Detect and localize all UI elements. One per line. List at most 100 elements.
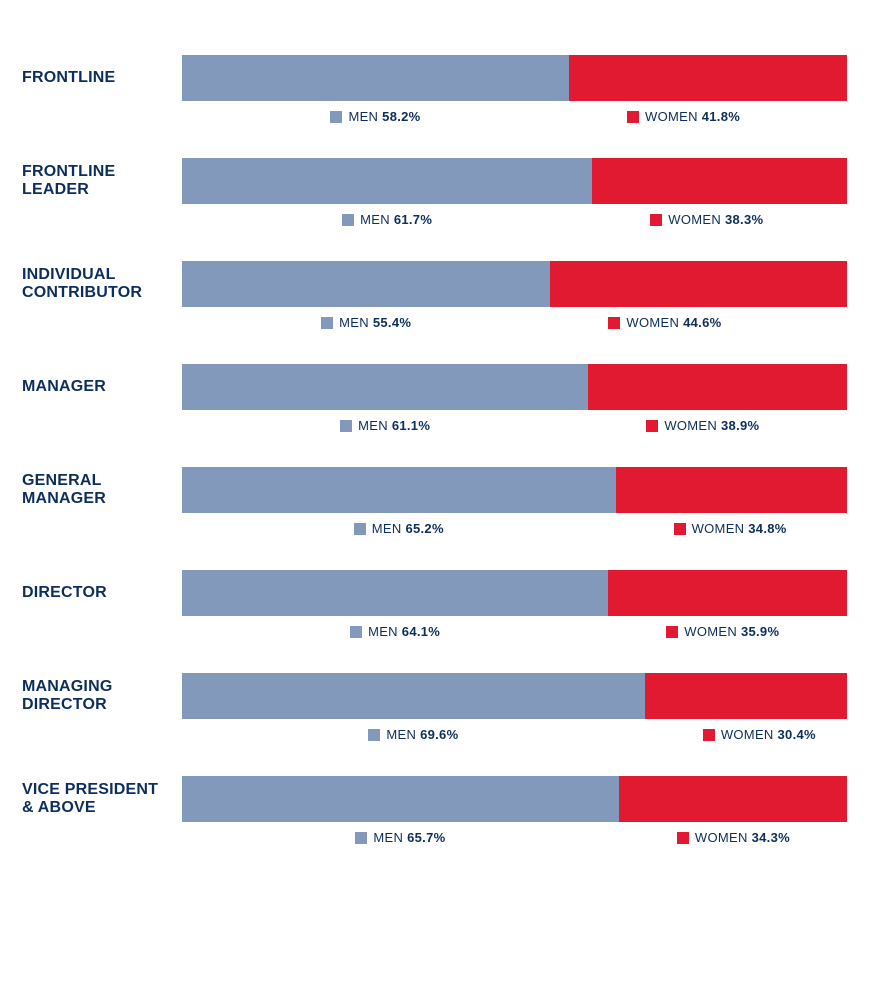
swatch-men-icon [321, 317, 333, 329]
legend-women-text: WOMEN 35.9% [684, 624, 779, 639]
legend-women: WOMEN 34.3% [619, 830, 847, 845]
bar-segment-men [182, 570, 608, 616]
legend-men-text: MEN 65.2% [372, 521, 444, 536]
row-label: GENERAL MANAGER [22, 472, 182, 507]
legend-men-text: MEN 58.2% [348, 109, 420, 124]
bar-segment-men [182, 776, 619, 822]
legend-men: MEN 55.4% [182, 315, 550, 330]
legend-men-label: MEN [360, 212, 390, 227]
bar-segment-women [550, 261, 847, 307]
legend-women-value: 34.8% [748, 521, 786, 536]
legend-men-text: MEN 64.1% [368, 624, 440, 639]
stacked-bar [182, 364, 847, 410]
row-legend: MEN 61.7% WOMEN 38.3% [182, 212, 847, 227]
legend-men: MEN 69.6% [182, 727, 645, 742]
chart-row: MANAGING DIRECTORMEN 69.6%WOMEN 30.4% [22, 673, 847, 742]
legend-women-label: WOMEN [664, 418, 717, 433]
legend-women-value: 35.9% [741, 624, 779, 639]
legend-women: WOMEN 44.6% [550, 315, 847, 330]
row-legend: MEN 64.1% WOMEN 35.9% [182, 624, 847, 639]
legend-women-value: 44.6% [683, 315, 721, 330]
legend-women-value: 38.9% [721, 418, 759, 433]
gender-distribution-chart: FRONTLINE MEN 58.2% WOMEN 41.8% FRONTLINE L… [22, 55, 847, 845]
row-legend: MEN 58.2% WOMEN 41.8% [182, 109, 847, 124]
legend-men-value: 65.2% [405, 521, 443, 536]
row-legend: MEN 69.6%WOMEN 30.4% [182, 727, 847, 742]
bar-segment-women [608, 570, 847, 616]
legend-women-text: WOMEN 34.3% [695, 830, 790, 845]
legend-women-value: 30.4% [778, 727, 816, 742]
legend-women-text: WOMEN 44.6% [626, 315, 721, 330]
legend-women: WOMEN 38.9% [588, 418, 847, 433]
legend-men-text: MEN 61.7% [360, 212, 432, 227]
legend-women-label: WOMEN [626, 315, 679, 330]
swatch-men-icon [342, 214, 354, 226]
legend-men-label: MEN [339, 315, 369, 330]
legend-women-text: WOMEN 38.9% [664, 418, 759, 433]
swatch-women-icon [666, 626, 678, 638]
legend-men: MEN 61.1% [182, 418, 588, 433]
bar-segment-women [616, 467, 847, 513]
legend-women-label: WOMEN [721, 727, 774, 742]
legend-men: MEN 64.1% [182, 624, 608, 639]
swatch-men-icon [354, 523, 366, 535]
legend-men-text: MEN 65.7% [373, 830, 445, 845]
chart-row: DIRECTOR MEN 64.1% WOMEN 35.9% [22, 570, 847, 639]
legend-men: MEN 65.2% [182, 521, 616, 536]
swatch-men-icon [355, 832, 367, 844]
legend-men: MEN 58.2% [182, 109, 569, 124]
stacked-bar [182, 261, 847, 307]
legend-women: WOMEN 30.4% [645, 727, 847, 742]
bar-segment-men [182, 364, 588, 410]
row-label: MANAGING DIRECTOR [22, 678, 182, 713]
row-label: INDIVIDUAL CONTRIBUTOR [22, 266, 182, 301]
legend-women: WOMEN 35.9% [608, 624, 847, 639]
row-legend: MEN 55.4% WOMEN 44.6% [182, 315, 847, 330]
row-label: MANAGER [22, 378, 182, 396]
swatch-women-icon [608, 317, 620, 329]
legend-men-value: 65.7% [407, 830, 445, 845]
swatch-women-icon [703, 729, 715, 741]
chart-row: FRONTLINE MEN 58.2% WOMEN 41.8% [22, 55, 847, 124]
bar-segment-women [569, 55, 847, 101]
swatch-men-icon [340, 420, 352, 432]
chart-row: FRONTLINE LEADER MEN 61.7% WOMEN 38.3% [22, 158, 847, 227]
chart-row: GENERAL MANAGER MEN 65.2% WOMEN 34.8% [22, 467, 847, 536]
legend-women: WOMEN 38.3% [592, 212, 847, 227]
stacked-bar [182, 673, 847, 719]
legend-women-text: WOMEN 34.8% [692, 521, 787, 536]
legend-men-text: MEN 61.1% [358, 418, 430, 433]
legend-women-label: WOMEN [668, 212, 721, 227]
swatch-men-icon [350, 626, 362, 638]
legend-men-value: 61.7% [394, 212, 432, 227]
bar-segment-men [182, 158, 592, 204]
legend-men-value: 55.4% [373, 315, 411, 330]
chart-row: VICE PRESIDENT & ABOVE MEN 65.7% WOMEN 34.… [22, 776, 847, 845]
stacked-bar [182, 570, 847, 616]
row-label: FRONTLINE LEADER [22, 163, 182, 198]
legend-men-value: 64.1% [402, 624, 440, 639]
row-legend: MEN 65.2% WOMEN 34.8% [182, 521, 847, 536]
stacked-bar [182, 55, 847, 101]
chart-row: MANAGER MEN 61.1% WOMEN 38.9% [22, 364, 847, 433]
legend-women-label: WOMEN [645, 109, 698, 124]
stacked-bar [182, 776, 847, 822]
bar-segment-women [592, 158, 847, 204]
row-label: DIRECTOR [22, 584, 182, 602]
legend-men-label: MEN [372, 521, 402, 536]
legend-men-label: MEN [358, 418, 388, 433]
chart-row: INDIVIDUAL CONTRIBUTOR MEN 55.4% WOMEN 44.… [22, 261, 847, 330]
row-label: VICE PRESIDENT & ABOVE [22, 781, 182, 816]
legend-men-label: MEN [348, 109, 378, 124]
swatch-women-icon [650, 214, 662, 226]
stacked-bar [182, 467, 847, 513]
row-legend: MEN 61.1% WOMEN 38.9% [182, 418, 847, 433]
swatch-women-icon [646, 420, 658, 432]
bar-segment-men [182, 55, 569, 101]
legend-women-text: WOMEN 41.8% [645, 109, 740, 124]
swatch-men-icon [330, 111, 342, 123]
swatch-women-icon [677, 832, 689, 844]
row-label: FRONTLINE [22, 69, 182, 87]
swatch-women-icon [674, 523, 686, 535]
legend-men-text: MEN 55.4% [339, 315, 411, 330]
